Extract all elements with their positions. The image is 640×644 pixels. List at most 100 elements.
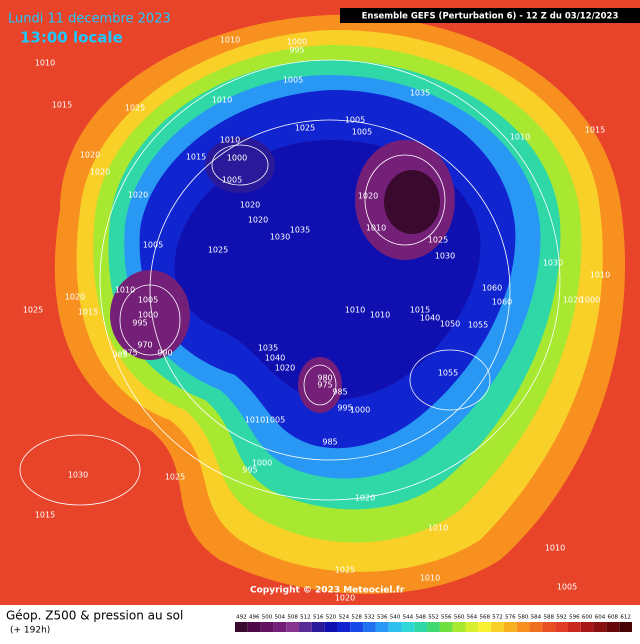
legend-swatch <box>503 622 517 632</box>
isobar-label: 1035 <box>290 226 310 235</box>
legend-label: 532 <box>364 615 375 621</box>
isobar-label: 1005 <box>345 116 365 125</box>
legend-label: 556 <box>441 615 452 621</box>
date-title: Lundi 11 decembre 2023 <box>8 12 171 27</box>
isobar-label: 1015 <box>35 511 55 520</box>
isobar-label: 1060 <box>492 298 512 307</box>
legend-label: 544 <box>403 615 414 621</box>
legend-swatch <box>593 622 607 632</box>
isobar-label: 995 <box>132 319 147 328</box>
isobar-label: 1000 <box>350 406 370 415</box>
legend-label: 528 <box>351 615 362 621</box>
legend-label: 600 <box>582 615 593 621</box>
legend-label: 540 <box>390 615 401 621</box>
legend-label: 520 <box>326 615 337 621</box>
isobar-label: 1050 <box>440 320 460 329</box>
legend-label: 580 <box>518 615 529 621</box>
isobar-label: 990 <box>157 349 172 358</box>
isobar-label: 1010 <box>345 306 365 315</box>
isobar-label: 980 <box>317 374 332 383</box>
legend-label: 576 <box>505 615 516 621</box>
isobar-label: 1000 <box>287 38 307 47</box>
geopotential-fields <box>54 14 625 594</box>
legend-label: 564 <box>467 615 478 621</box>
legend-label: 524 <box>339 615 350 621</box>
legend-swatch <box>619 622 632 632</box>
isobar-label: 975 <box>122 349 137 358</box>
isobar-label: 1030 <box>68 471 88 480</box>
isobar-label: 1060 <box>482 284 502 293</box>
isobar-label: 995 <box>289 46 304 55</box>
isobar-label: 1010 <box>212 96 232 105</box>
isobar-label: 1005 <box>283 76 303 85</box>
legend-swatch <box>580 622 594 632</box>
isobar-label: 1000 <box>227 154 247 163</box>
isobar-label: 1020 <box>563 296 583 305</box>
isobar-label: 1055 <box>438 369 458 378</box>
legend-swatch <box>375 622 389 632</box>
isobar-label: 1035 <box>410 89 430 98</box>
isobar-label: 1010 <box>420 574 440 583</box>
isobar-label: 1010 <box>370 311 390 320</box>
isobar-label: 1005 <box>352 128 372 137</box>
legend-label: 552 <box>428 615 439 621</box>
legend-label: 536 <box>377 615 388 621</box>
legend-label: 568 <box>479 615 490 621</box>
isobar-label: 1020 <box>90 168 110 177</box>
legend-swatch <box>363 622 376 632</box>
legend-swatch <box>439 622 453 632</box>
isobar-label: 1025 <box>295 124 315 133</box>
isobar-label: 1040 <box>420 314 440 323</box>
isobar-label: 995 <box>337 404 352 413</box>
legend-label: 612 <box>620 615 631 621</box>
legend-swatch <box>388 622 402 632</box>
isobar-label: 1010 <box>366 224 386 233</box>
header-bar <box>340 8 640 23</box>
isobar-label: 1020 <box>248 216 268 225</box>
legend-swatch <box>324 622 338 632</box>
isobar-label: 1025 <box>428 236 448 245</box>
isobar-label: 1015 <box>52 101 72 110</box>
isobar-label: 975 <box>317 381 332 390</box>
isobar-label: 1000 <box>138 311 158 320</box>
isobar-label: 1025 <box>23 306 43 315</box>
lead-time: (+ 192h) <box>10 626 50 636</box>
legend-swatch <box>516 622 530 632</box>
isobar-label: 1010 <box>220 36 240 45</box>
isobar-label: 1020 <box>275 364 295 373</box>
legend-swatch <box>350 622 364 632</box>
legend-swatch <box>606 622 620 632</box>
legend-swatch <box>529 622 543 632</box>
legend-swatch <box>555 622 568 632</box>
legend-label: 608 <box>608 615 619 621</box>
isobar-label: 1030 <box>435 252 455 261</box>
isobar-label: 1020 <box>335 594 355 603</box>
legend-swatch <box>465 622 479 632</box>
legend-label: 496 <box>249 615 260 621</box>
isobar-label: 1010 <box>545 544 565 553</box>
legend-label: 508 <box>287 615 298 621</box>
legend-label: 572 <box>492 615 503 621</box>
isobar-label: 1005 <box>557 583 577 592</box>
isobar-label: 1010 <box>115 286 135 295</box>
isobar-label: 1020 <box>355 494 375 503</box>
isobar-label: 1020 <box>80 151 100 160</box>
isobar-label: 1020 <box>240 201 260 210</box>
legend-swatch <box>567 622 581 632</box>
legend-label: 512 <box>300 615 311 621</box>
legend-swatch <box>478 622 492 632</box>
isobars <box>19 59 561 506</box>
legend-label: 604 <box>595 615 606 621</box>
isobar-label: 1030 <box>543 259 563 268</box>
isobar-label: 970 <box>137 341 152 350</box>
local-time: 13:00 locale <box>20 29 123 47</box>
legend-swatch <box>273 622 287 632</box>
legend-swatch <box>247 622 261 632</box>
legend-swatch <box>286 622 300 632</box>
legend-swatch <box>401 622 415 632</box>
isobar-label: 1025 <box>165 473 185 482</box>
isobar-label: 1005 <box>222 176 242 185</box>
legend-label: 584 <box>531 615 542 621</box>
isobar-label: 1020 <box>65 293 85 302</box>
